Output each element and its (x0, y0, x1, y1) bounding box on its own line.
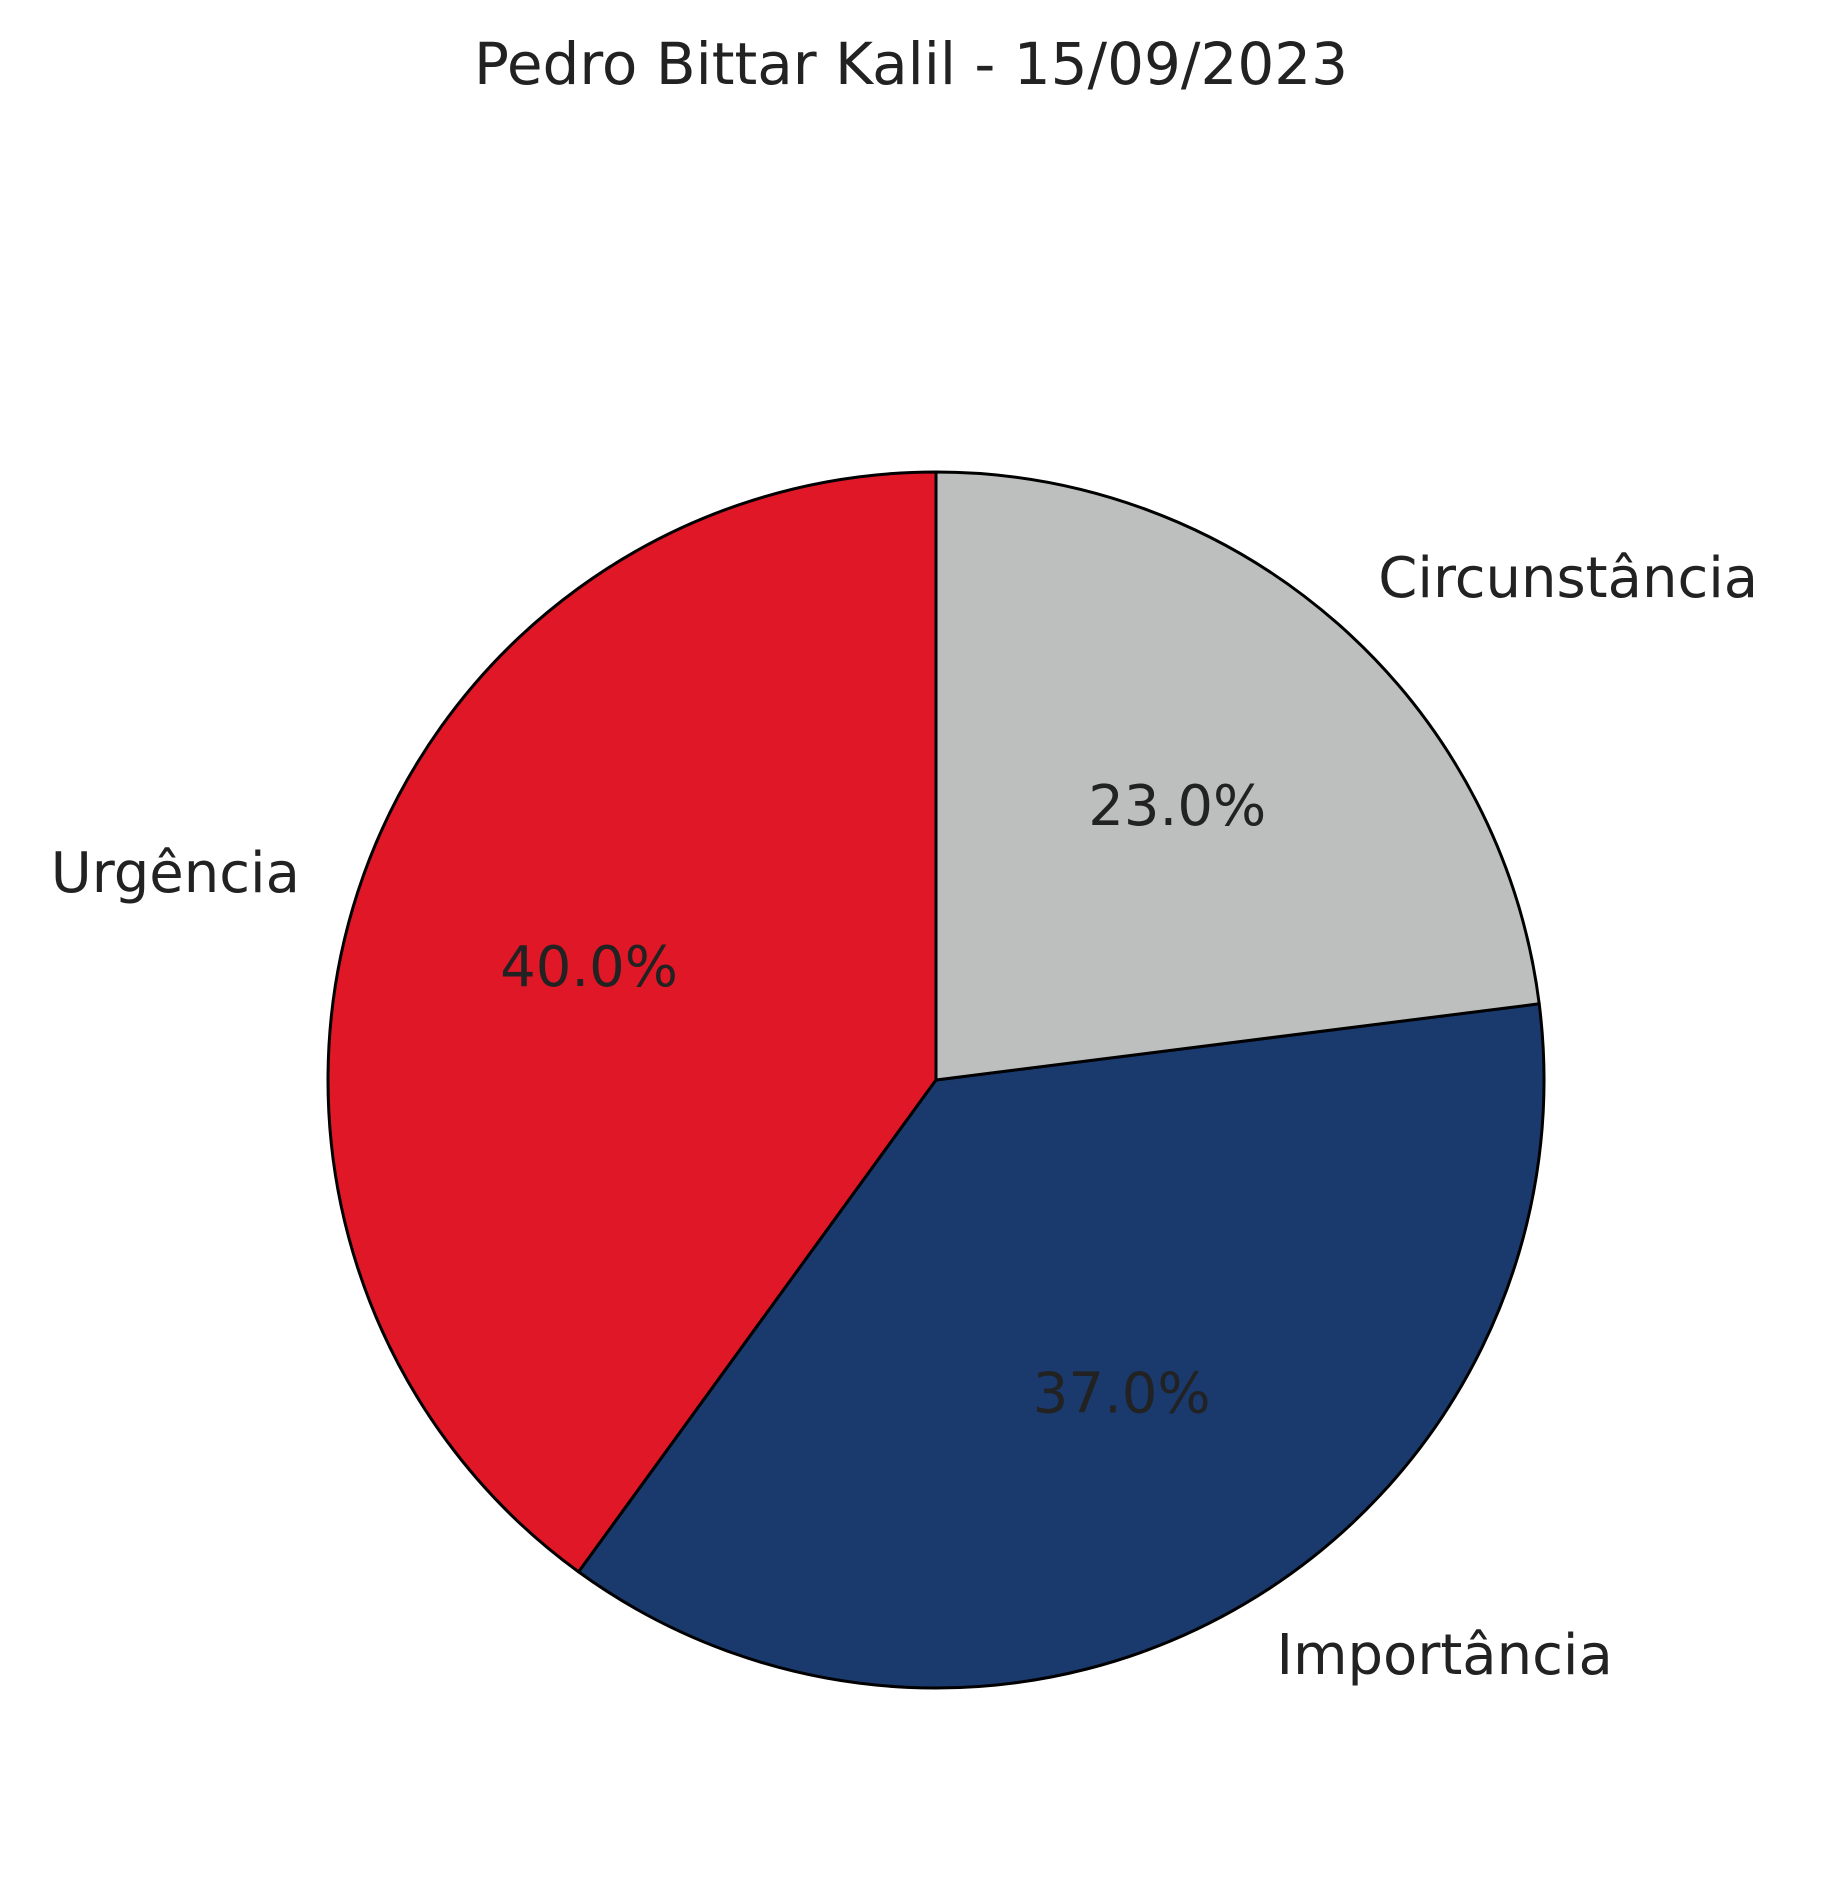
pie-slice-urgencia (326, 470, 938, 1574)
pie-labels: Urgência 40.0% Importância 37.0% Circunstânc… (51, 546, 1758, 1688)
slice-percentage-label: 40.0% (500, 935, 678, 1000)
pie-slice-importancia (577, 1002, 1546, 1690)
pie-slice-circunstancia (934, 470, 1541, 1082)
slice-label: Urgência (51, 841, 300, 906)
slice-percentage-label: 37.0% (1033, 1361, 1211, 1426)
pie-slices (326, 470, 1546, 1690)
slice-label: Importância (1276, 1623, 1612, 1688)
slice-percentage-label: 23.0% (1088, 774, 1266, 839)
slice-label: Circunstância (1378, 546, 1758, 611)
chart-title: Pedro Bittar Kalil - 15/09/2023 (474, 30, 1348, 98)
